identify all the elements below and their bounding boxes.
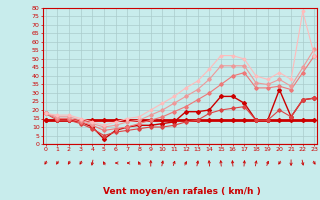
Text: Vent moyen/en rafales ( km/h ): Vent moyen/en rafales ( km/h )	[103, 187, 260, 196]
